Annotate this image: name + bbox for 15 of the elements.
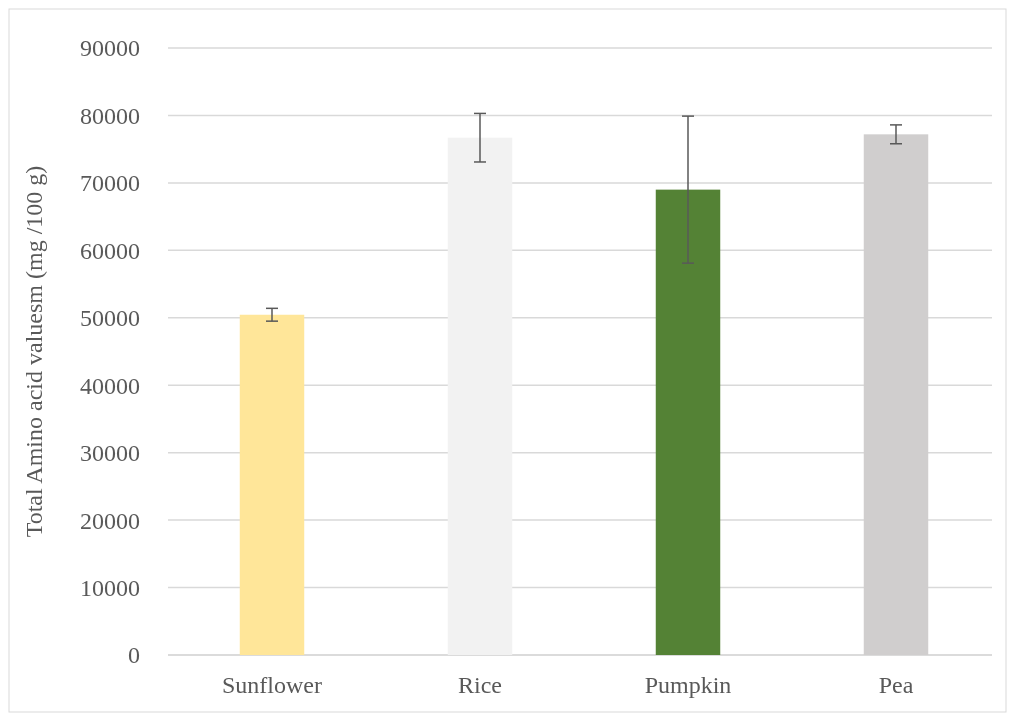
y-tick-label: 50000	[80, 305, 140, 332]
y-tick-label: 80000	[80, 102, 140, 129]
y-tick-label: 90000	[80, 35, 140, 62]
y-tick-label: 0	[128, 642, 140, 669]
y-tick-label: 10000	[80, 574, 140, 601]
y-tick-label: 40000	[80, 372, 140, 399]
x-tick-label: Pumpkin	[644, 672, 732, 698]
y-tick-label: 70000	[80, 170, 140, 197]
y-tick-label: 20000	[80, 507, 140, 534]
x-tick-label: Sunflower	[222, 672, 322, 698]
y-tick-label: 30000	[80, 440, 140, 467]
x-tick-label: Rice	[458, 672, 502, 698]
x-tick-label: Pea	[878, 672, 914, 698]
y-axis-title: Total Amino acid valuesm (mg /100 g)	[21, 165, 47, 538]
y-tick-label: 60000	[80, 237, 140, 264]
